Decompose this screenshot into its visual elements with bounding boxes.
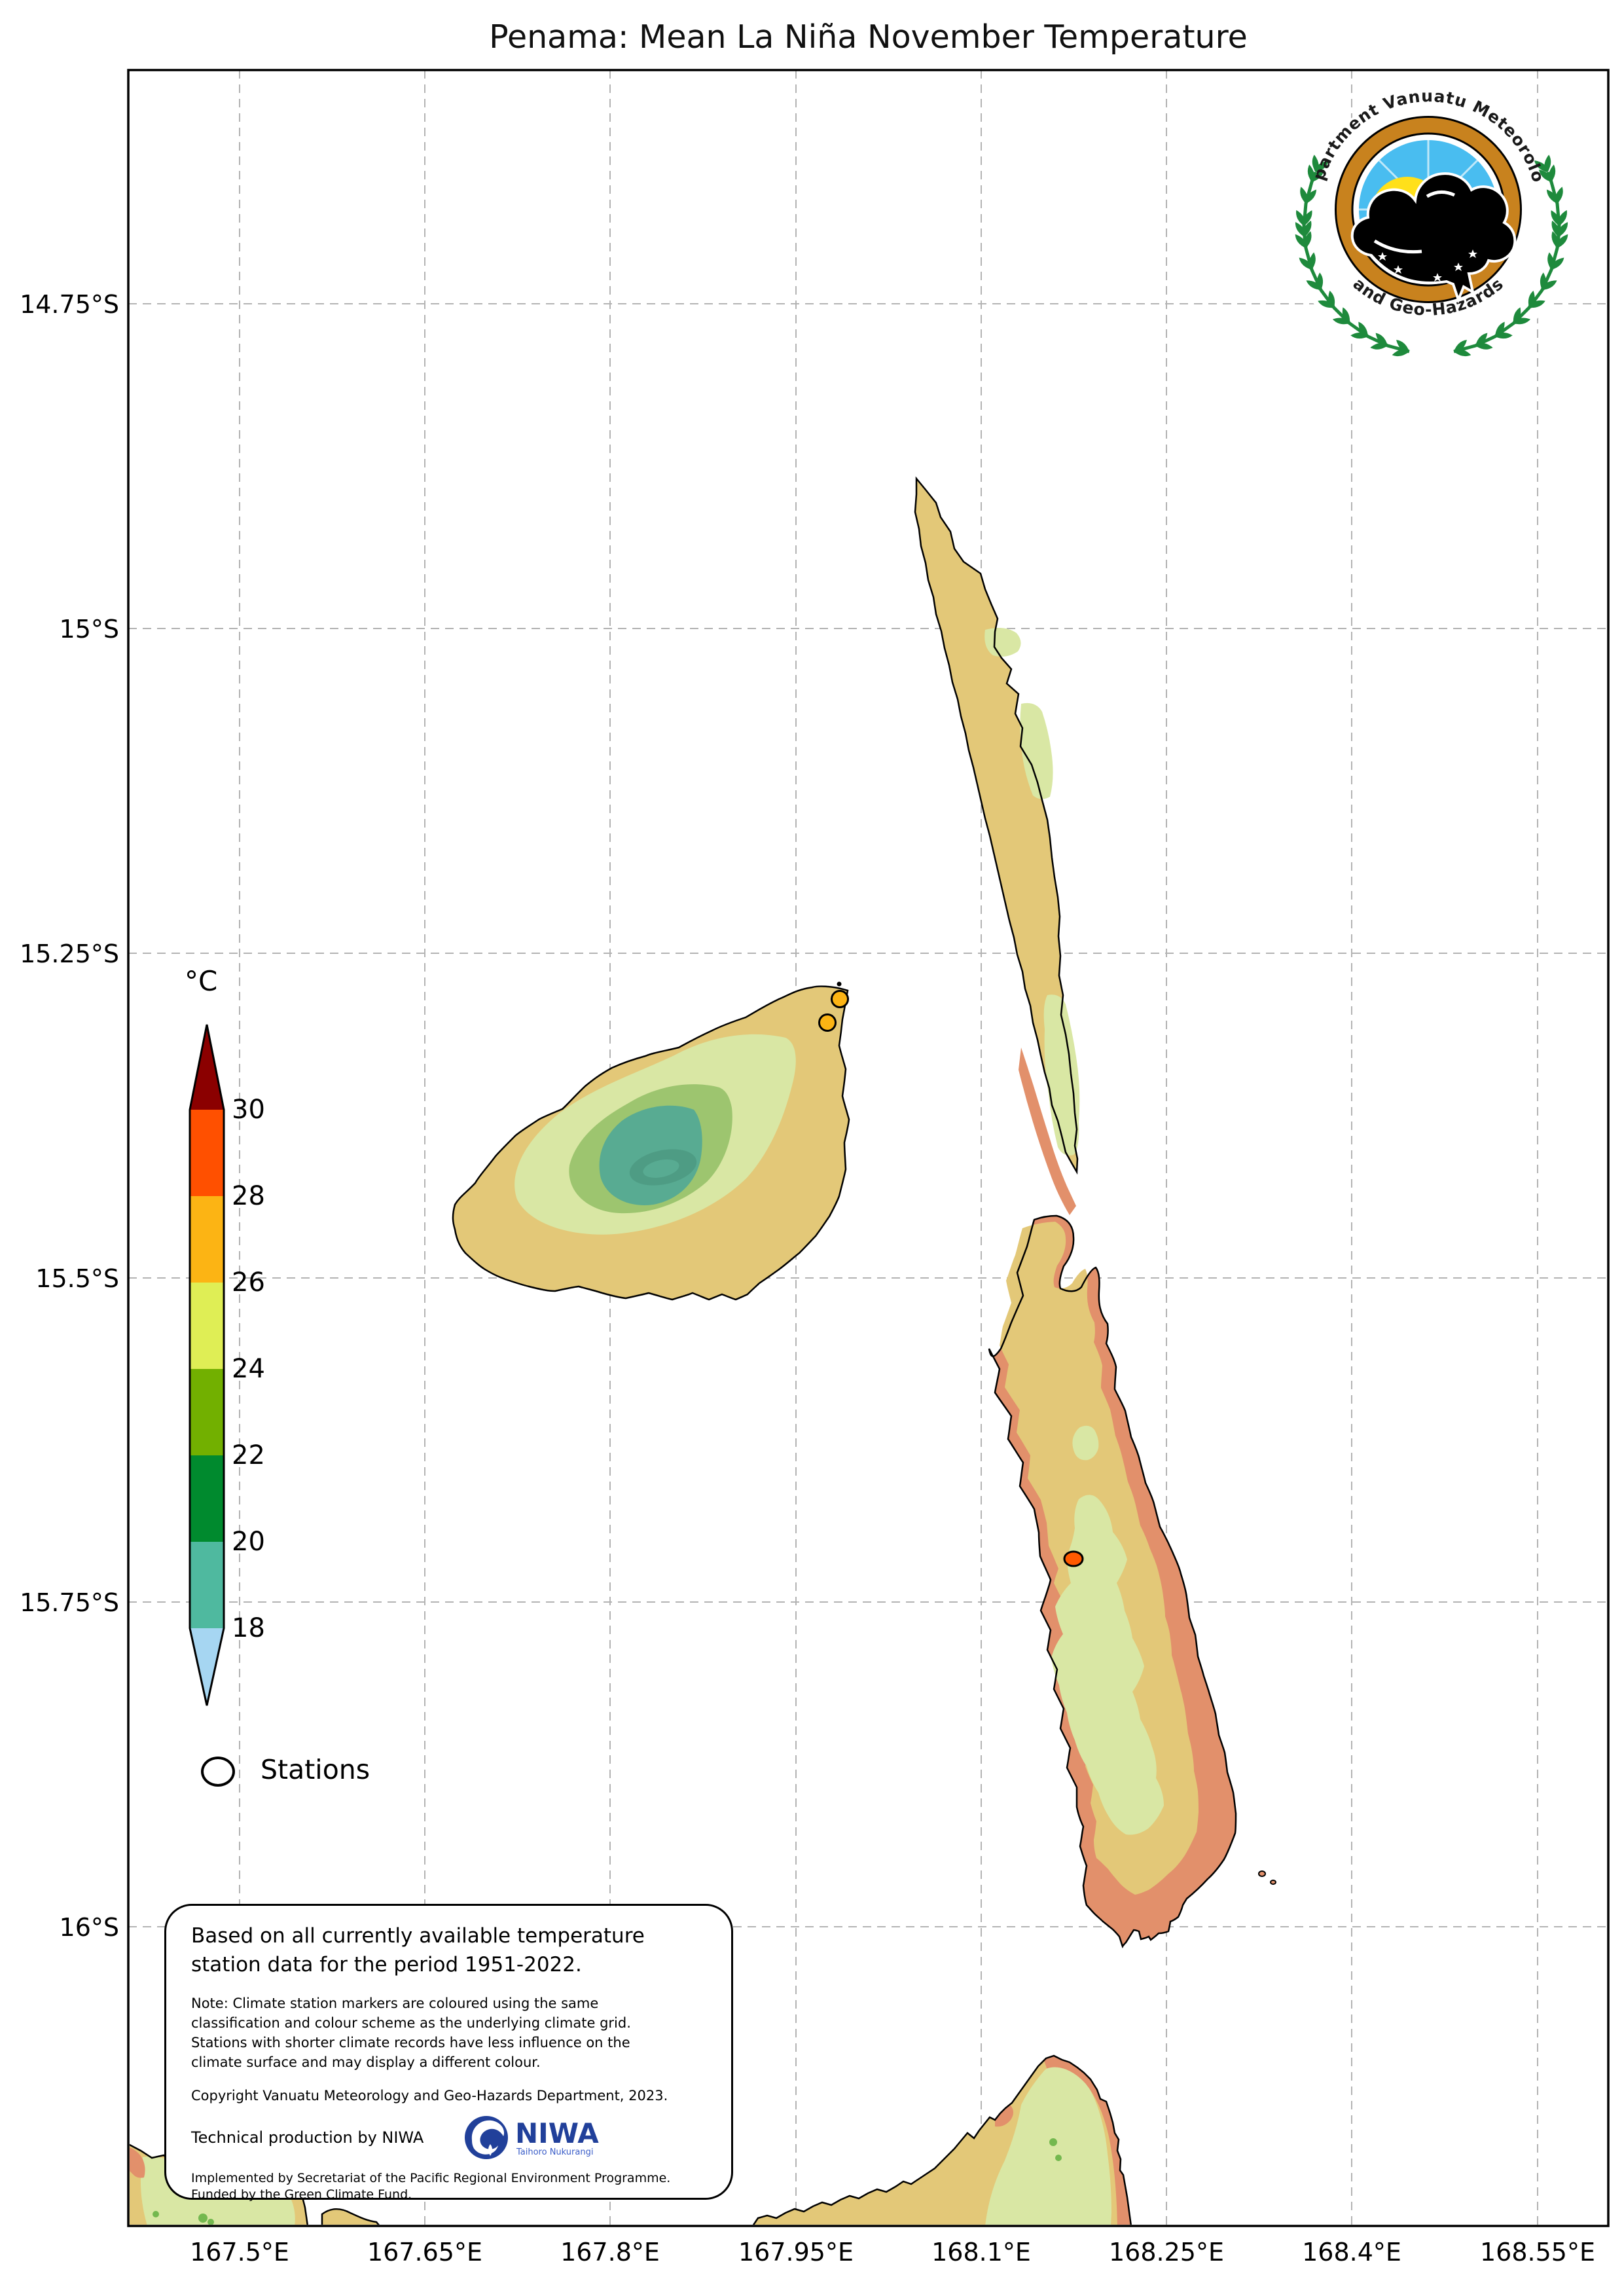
logo-emblem xyxy=(1335,116,1522,304)
y-tick-label: 16°S xyxy=(59,1913,119,1942)
x-tick-label: 168.4°E xyxy=(1302,2238,1401,2267)
colorbar-over-arrow xyxy=(190,1025,224,1110)
island-bottom-south-salmon-tip xyxy=(995,2105,1013,2127)
green-spot xyxy=(1055,2155,1062,2161)
y-tick-label: 15°S xyxy=(59,615,119,644)
y-tick-label: 14.75°S xyxy=(20,290,119,319)
y-tick-label: 15.75°S xyxy=(20,1588,119,1617)
colorbar-seg-20-22 xyxy=(190,1455,224,1542)
island-central xyxy=(452,981,850,1301)
colorbar-seg-26-28 xyxy=(190,1196,224,1283)
niwa-logo-drop xyxy=(488,2144,493,2156)
logo-cloud xyxy=(1350,172,1517,304)
island-north-green-patch xyxy=(1020,702,1053,799)
colorbar-seg-22-24 xyxy=(190,1369,224,1455)
colorbar-tick-label: 20 xyxy=(232,1527,265,1557)
colorbar-tick-label: 24 xyxy=(232,1354,265,1384)
island-bottom-south xyxy=(751,2054,1132,2225)
x-tick-label: 168.1°E xyxy=(931,2238,1031,2267)
info-box: Based on all currently available tempera… xyxy=(164,1904,733,2203)
info-note-line: Stations with shorter climate records ha… xyxy=(191,2035,630,2050)
island-bottom-south-salmon xyxy=(1042,2056,1130,2225)
islet-coastal xyxy=(321,2208,380,2225)
colorbar-unit-label: °C xyxy=(185,965,218,997)
island-southeast-green xyxy=(1051,1495,1164,1835)
info-note-line: climate surface and may display a differ… xyxy=(191,2054,541,2070)
colorbar-tick-label: 18 xyxy=(232,1613,265,1643)
green-spot xyxy=(198,2214,208,2223)
island-bottom-left-salmon xyxy=(130,2147,145,2178)
islet xyxy=(837,981,842,987)
station-marker xyxy=(818,1013,837,1032)
stations-legend-label: Stations xyxy=(261,1754,370,1785)
page-title: Penama: Mean La Niña November Temperatur… xyxy=(489,18,1248,56)
station-markers xyxy=(818,990,1084,1567)
island-southeast xyxy=(988,1214,1276,1948)
niwa-logo-tagline: Taihoro Nukurangi xyxy=(516,2147,593,2157)
colorbar-tick-label: 26 xyxy=(232,1267,265,1298)
plot-frame xyxy=(127,69,1610,2227)
vmgd-logo: Department Vanuatu Meteorology and Geo-H… xyxy=(1280,88,1573,364)
technical-production-label: Technical production by NIWA xyxy=(191,2128,424,2147)
logo-wreath xyxy=(1295,155,1568,357)
info-note-line: Note: Climate station markers are colour… xyxy=(191,1995,599,2011)
y-tick-label: 15.25°S xyxy=(20,939,119,968)
logo-ring xyxy=(1337,118,1520,301)
station-marker xyxy=(1063,1550,1084,1567)
niwa-logo-swirl xyxy=(472,2120,505,2155)
x-tick-label: 167.65°E xyxy=(367,2238,482,2267)
colorbar-tick-label: 28 xyxy=(232,1181,265,1211)
info-heading: Based on all currently available tempera… xyxy=(191,1922,706,1979)
colorbar-tick-label: 22 xyxy=(232,1440,265,1470)
colorbar xyxy=(189,1024,225,1706)
colorbar-outline xyxy=(189,1024,225,1706)
info-copyright: Copyright Vanuatu Meteorology and Geo-Ha… xyxy=(191,2088,668,2104)
island-southeast-green-small xyxy=(1072,1425,1099,1461)
colorbar-tick-label: 30 xyxy=(232,1095,265,1125)
x-tick-label: 167.5°E xyxy=(190,2238,289,2267)
islet xyxy=(1258,1870,1266,1877)
islet xyxy=(1270,1880,1276,1885)
island-bottom-south-green xyxy=(985,2064,1111,2225)
grid-lines xyxy=(128,70,1608,2226)
niwa-logo-name: NIWA xyxy=(515,2117,599,2149)
info-footer-line: Funded by the Green Climate Fund. xyxy=(191,2187,412,2202)
colorbar-seg-18-20 xyxy=(190,1542,224,1628)
green-spot xyxy=(208,2219,214,2225)
stations-legend-marker xyxy=(201,1757,235,1787)
island-north-salmon-fringe xyxy=(1019,1048,1076,1215)
colorbar-seg-28-30 xyxy=(190,1110,224,1196)
colorbar-seg-24-26 xyxy=(190,1283,224,1369)
technical-production-row: Technical production by NIWA NIWA Taihor… xyxy=(191,2114,706,2161)
island-north xyxy=(914,477,1080,1215)
info-footer-line: Implemented by Secretariat of the Pacifi… xyxy=(191,2171,671,2185)
info-footer: Implemented by Secretariat of the Pacifi… xyxy=(191,2170,706,2203)
info-note: Note: Climate station markers are colour… xyxy=(191,1994,706,2072)
x-tick-label: 167.95°E xyxy=(738,2238,854,2267)
island-north-green-patch xyxy=(1043,994,1080,1156)
island-central-crater-inner xyxy=(643,1159,679,1178)
info-heading-line: Based on all currently available tempera… xyxy=(191,1924,645,1948)
island-north-green-patch xyxy=(984,627,1021,657)
green-spot xyxy=(153,2211,159,2217)
green-spot xyxy=(1049,2138,1057,2146)
station-marker xyxy=(831,990,849,1008)
y-tick-label: 15.5°S xyxy=(35,1264,119,1293)
niwa-logo: NIWA Taihoro Nukurangi xyxy=(465,2116,599,2159)
x-tick-label: 168.55°E xyxy=(1480,2238,1595,2267)
info-note-line: classification and colour scheme as the … xyxy=(191,2015,631,2031)
logo-cloud-highlight xyxy=(1373,191,1456,254)
niwa-logo-swirl-inner xyxy=(482,2132,497,2143)
x-tick-label: 168.25°E xyxy=(1109,2238,1224,2267)
colorbar-under-arrow xyxy=(190,1628,224,1705)
info-heading-line: station data for the period 1951-2022. xyxy=(191,1953,582,1977)
x-tick-label: 167.8°E xyxy=(560,2238,660,2267)
